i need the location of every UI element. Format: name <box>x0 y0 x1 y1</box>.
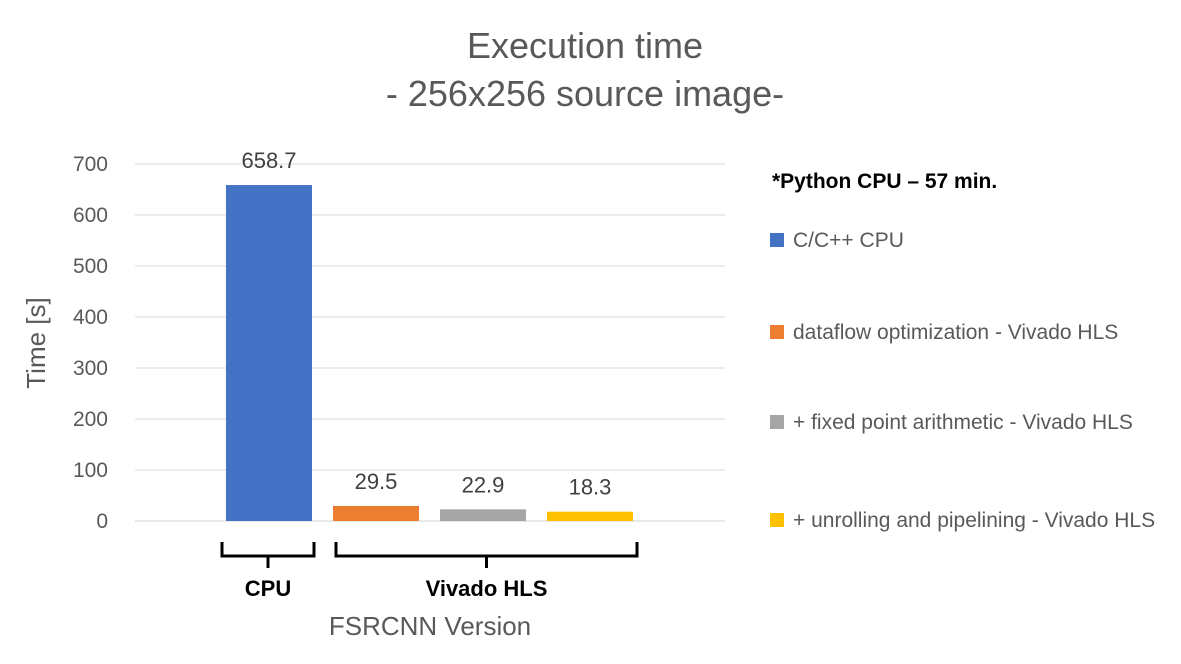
legend-item: dataflow optimization - Vivado HLS <box>770 317 1175 348</box>
group-brackets: CPU Vivado HLS <box>220 542 639 601</box>
chart-title: Execution time - 256x256 source image- <box>0 22 1170 118</box>
bar <box>547 511 633 521</box>
y-tick-label: 200 <box>73 408 108 431</box>
legend-label: + fixed point arithmetic - Vivado HLS <box>793 411 1133 434</box>
bar <box>226 185 312 522</box>
legend-label: C/C++ CPU <box>793 229 904 252</box>
legend-label: dataflow optimization - Vivado HLS <box>793 321 1119 344</box>
y-axis-ticks: 0 100 200 300 400 500 600 700 <box>73 153 108 533</box>
legend-swatch <box>770 513 784 527</box>
chart-title-line-2: - 256x256 source image- <box>385 73 785 114</box>
bar <box>333 505 419 521</box>
legend-item: + unrolling and pipelining - Vivado HLS <box>770 505 1175 536</box>
legend-item: C/C++ CPU <box>770 225 1175 256</box>
group-bracket <box>334 542 639 568</box>
legend-note: *Python CPU – 57 min. <box>772 170 998 193</box>
gridlines <box>135 163 725 522</box>
legend-item: + fixed point arithmetic - Vivado HLS <box>770 407 1175 438</box>
x-axis-title: FSRCNN Version <box>329 611 531 641</box>
data-label: 18.3 <box>569 475 612 500</box>
bar <box>440 509 526 521</box>
data-label: 22.9 <box>462 472 505 497</box>
y-tick-label: 0 <box>96 510 108 533</box>
y-tick-label: 400 <box>73 306 108 329</box>
data-label: 658.7 <box>241 148 296 173</box>
group-label: Vivado HLS <box>426 576 548 601</box>
y-axis-title: Time [s] <box>21 297 51 388</box>
y-tick-label: 100 <box>73 459 108 482</box>
y-tick-label: 700 <box>73 153 108 176</box>
legend-swatch <box>770 233 784 247</box>
legend-swatch <box>770 325 784 339</box>
y-tick-label: 300 <box>73 357 108 380</box>
y-tick-label: 600 <box>73 204 108 227</box>
y-tick-label: 500 <box>73 255 108 278</box>
data-label: 29.5 <box>355 469 398 494</box>
legend: *Python CPU – 57 min. C/C++ CPU dataflow … <box>770 170 1175 532</box>
data-labels: 658.7 29.5 22.9 18.3 <box>241 148 611 500</box>
group-label: CPU <box>245 576 291 601</box>
chart-title-line-1: Execution time <box>466 25 704 66</box>
legend-label: + unrolling and pipelining - Vivado HLS <box>793 509 1156 532</box>
group-bracket <box>220 542 316 568</box>
legend-swatch <box>770 415 784 429</box>
bars <box>226 185 633 522</box>
